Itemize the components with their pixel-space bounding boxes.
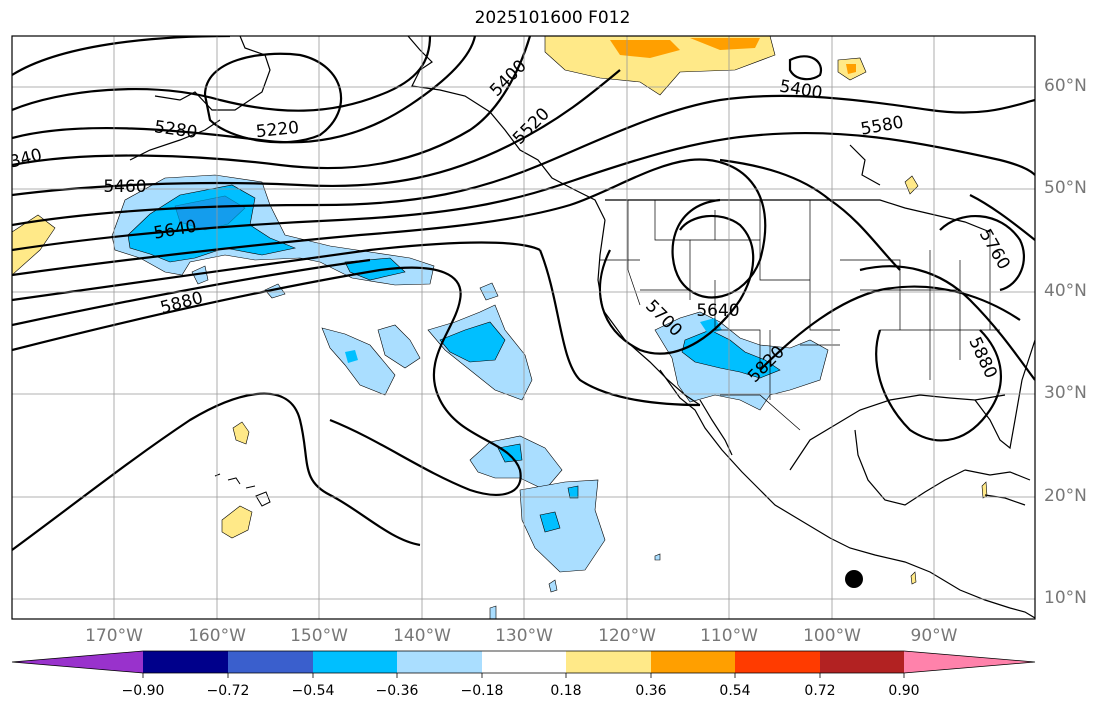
contour-label: 5340 (0, 145, 44, 176)
colorbar-tick-label: −0.36 (375, 683, 419, 699)
contour-label: 5880 (964, 334, 1000, 382)
contour-label: 5640 (696, 301, 739, 321)
coastlines-and-borders (129, 36, 1035, 619)
colorbar-tick-label: 0.18 (550, 683, 582, 699)
longitude-label: 150°W (290, 626, 348, 646)
latitude-label: 10°N (1044, 588, 1087, 608)
colorbar-tick-label: −0.90 (121, 683, 165, 699)
colorbar-tick-label: 0.90 (888, 683, 920, 699)
colorbar-segment (735, 651, 821, 673)
contour-label: 5280 (153, 117, 199, 143)
colorbar-segment (397, 651, 483, 673)
colorbar-tick-label: 0.36 (635, 683, 667, 699)
colorbar-segment (143, 651, 229, 673)
colorbar-tick-label: 0.72 (804, 683, 836, 699)
colorbar-tick-label: −0.54 (291, 683, 335, 699)
location-marker (845, 570, 863, 588)
shaded-negative-anomalies (111, 174, 829, 619)
colorbar-segment (313, 651, 399, 673)
latitude-label: 60°N (1044, 76, 1087, 96)
contour-label: 5760 (975, 226, 1014, 273)
longitude-label: 130°W (495, 626, 553, 646)
longitude-label: 170°W (85, 626, 143, 646)
contour-label: 5220 (255, 118, 300, 142)
map-frame (11, 35, 1036, 620)
contour-label: 5400 (778, 76, 824, 103)
latitude-label: 20°N (1044, 486, 1087, 506)
longitude-label: 110°W (700, 626, 758, 646)
colorbar-tick-label: −0.72 (206, 683, 250, 699)
latitude-label: 50°N (1044, 178, 1087, 198)
map-title: 2025101600 F012 (474, 8, 631, 28)
colorbar-segment (820, 651, 905, 673)
contour-label: 5580 (859, 112, 905, 139)
colorbar-segment (566, 651, 652, 673)
colorbar-left-extension (12, 651, 143, 673)
colorbar-segment (651, 651, 737, 673)
contour-label: 5460 (103, 177, 146, 197)
hawaii-islands (214, 473, 271, 507)
height-contours (12, 36, 1035, 551)
graticule (12, 36, 1035, 619)
colorbar-tick-label: −0.18 (460, 683, 504, 699)
longitude-label: 100°W (803, 626, 861, 646)
longitude-label: 160°W (188, 626, 246, 646)
colorbar (11, 650, 1036, 678)
shaded-positive-anomalies (12, 36, 988, 585)
contour-label: 5520 (509, 104, 554, 149)
longitude-label: 140°W (393, 626, 451, 646)
colorbar-tick-label: 0.54 (719, 683, 751, 699)
colorbar-segment (482, 651, 568, 673)
contour-label: 5880 (158, 288, 205, 319)
latitude-label: 40°N (1044, 281, 1087, 301)
longitude-label: 90°W (910, 626, 958, 646)
colorbar-right-extension (904, 651, 1035, 673)
colorbar-segment (228, 651, 314, 673)
latitude-label: 30°N (1044, 383, 1087, 403)
longitude-label: 120°W (598, 626, 656, 646)
